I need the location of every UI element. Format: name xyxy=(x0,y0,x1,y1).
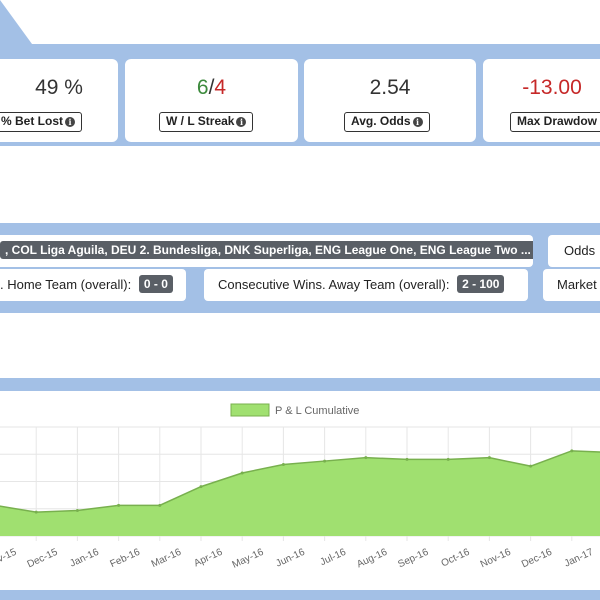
data-point xyxy=(570,449,574,453)
x-tick-label: Feb-16 xyxy=(109,547,143,571)
max-drawdown-label[interactable]: Max Drawdow xyxy=(510,112,600,132)
x-tick-label: Mar-16 xyxy=(150,547,184,571)
data-point xyxy=(323,459,327,463)
wl-streak-label-text: W / L Streak xyxy=(166,114,235,128)
top-tab-decoration xyxy=(0,0,32,44)
losses-value: 4 xyxy=(214,76,227,99)
wl-separator: / xyxy=(208,76,215,99)
data-point xyxy=(446,457,450,461)
stat-card-bet-lost: 49 % % Bet Lost i xyxy=(0,59,118,142)
legend-label: P & L Cumulative xyxy=(275,405,359,417)
data-point xyxy=(240,471,244,475)
series-line xyxy=(0,450,600,513)
stat-card-max-drawdown: -13.00 Max Drawdow xyxy=(483,59,600,142)
max-drawdown-value: -13.00 xyxy=(522,76,582,99)
x-tick-label: May-16 xyxy=(231,547,266,571)
market-filter-label: Market xyxy=(557,277,597,292)
data-point xyxy=(364,456,368,460)
data-point xyxy=(158,503,162,507)
odds-filter[interactable]: Odds xyxy=(548,235,600,267)
x-tick-label: Apr-16 xyxy=(192,547,224,570)
x-tick-label: Jan-16 xyxy=(68,547,101,570)
wl-streak-value: 6/4 xyxy=(125,76,298,100)
avg-odds-label[interactable]: Avg. Odds i xyxy=(344,112,430,132)
wins-value: 6 xyxy=(196,76,209,99)
series-area xyxy=(0,450,600,536)
away-team-value: 2 - 100 xyxy=(457,275,505,293)
data-point xyxy=(405,457,409,461)
stat-card-wl-streak: 6/4 W / L Streak i xyxy=(125,59,298,142)
home-team-filter[interactable]: . Home Team (overall): 0 - 0 xyxy=(0,269,186,301)
wl-streak-label[interactable]: W / L Streak i xyxy=(159,112,254,132)
max-drawdown-label-text: Max Drawdow xyxy=(517,114,598,128)
x-tick-label: Jan-17 xyxy=(563,547,596,570)
data-point xyxy=(529,464,533,468)
leagues-filter[interactable]: , COL Liga Aguila, DEU 2. Bundesliga, DN… xyxy=(0,235,533,267)
x-tick-label: Dec-15 xyxy=(26,547,60,571)
stat-card-avg-odds: 2.54 Avg. Odds i xyxy=(304,59,476,142)
pl-cumulative-chart: v-15 Dec-15 Jan-16 Feb-16 Mar-16 Apr-16 May-16… xyxy=(0,403,600,571)
data-point xyxy=(75,508,79,512)
market-filter[interactable]: Market xyxy=(543,269,600,301)
odds-filter-label: Odds xyxy=(564,243,596,258)
legend-swatch xyxy=(230,403,270,417)
x-tick-label: Jul-16 xyxy=(319,547,349,569)
pl-chart-card: v-15 Dec-15 Jan-16 Feb-16 Mar-16 Apr-16 May-16… xyxy=(0,391,600,590)
avg-odds-value: 2.54 xyxy=(369,76,411,99)
data-point xyxy=(34,510,38,514)
x-tick-label: Aug-16 xyxy=(355,547,389,571)
x-tick-label: Jun-16 xyxy=(274,547,307,570)
x-tick-label: Oct-16 xyxy=(440,547,472,570)
home-team-value: 0 - 0 xyxy=(138,275,173,293)
data-point xyxy=(117,503,121,507)
away-team-label: Consecutive Wins. Away Team (overall): xyxy=(218,277,450,292)
away-team-filter[interactable]: Consecutive Wins. Away Team (overall): 2… xyxy=(204,269,528,301)
info-icon[interactable]: i xyxy=(65,117,76,127)
data-point xyxy=(487,456,491,460)
info-icon[interactable]: i xyxy=(236,117,247,127)
avg-odds-label-text: Avg. Odds xyxy=(351,114,411,128)
bet-lost-label-text: % Bet Lost xyxy=(1,114,64,128)
bet-lost-value: 49 % xyxy=(35,76,83,99)
data-point xyxy=(281,462,285,466)
x-tick-label: v-15 xyxy=(0,547,19,565)
home-team-label: . Home Team (overall): xyxy=(0,277,132,292)
x-tick-label: Dec-16 xyxy=(520,547,554,571)
info-icon[interactable]: i xyxy=(412,117,423,127)
x-tick-label: Nov-16 xyxy=(479,547,513,571)
data-point xyxy=(199,485,203,489)
bet-lost-label[interactable]: % Bet Lost i xyxy=(0,112,83,132)
x-tick-label: Sep-16 xyxy=(396,547,430,571)
leagues-badge: , COL Liga Aguila, DEU 2. Bundesliga, DN… xyxy=(0,241,533,259)
